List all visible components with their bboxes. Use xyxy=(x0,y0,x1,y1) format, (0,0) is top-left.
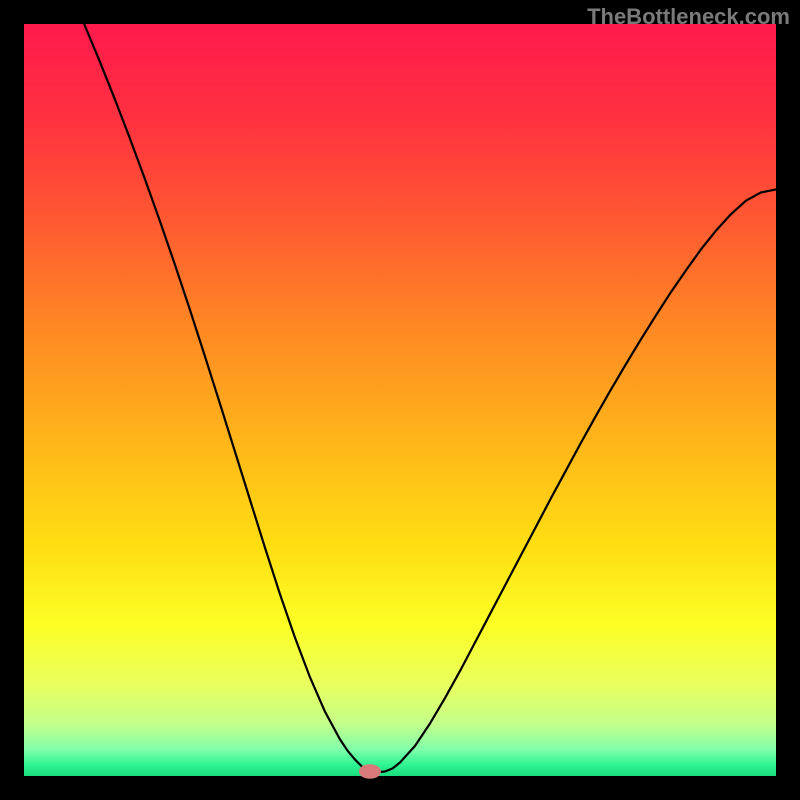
chart-container: TheBottleneck.com xyxy=(0,0,800,800)
bottleneck-curve-chart xyxy=(0,0,800,800)
watermark-text: TheBottleneck.com xyxy=(587,4,790,30)
